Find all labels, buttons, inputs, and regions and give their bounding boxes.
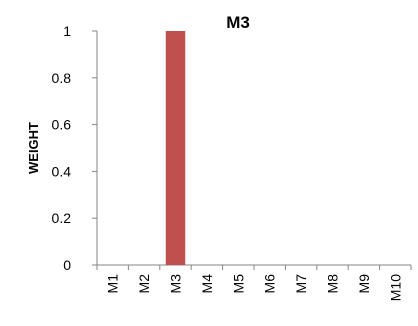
x-tick-label: M8 — [325, 274, 341, 294]
x-tick-label: M6 — [262, 274, 278, 294]
x-tick-label: M10 — [387, 274, 403, 301]
x-tick-label: M3 — [168, 274, 184, 294]
y-tick-label: 0 — [63, 257, 71, 273]
y-tick-label: 0.6 — [52, 117, 72, 133]
x-tick-label: M4 — [199, 274, 215, 294]
x-tick-label: M2 — [136, 274, 152, 294]
y-tick-label: 0.8 — [52, 70, 72, 86]
y-tick-label: 1 — [63, 23, 71, 39]
y-axis-label: WEIGHT — [26, 122, 41, 174]
y-tick-label: 0.4 — [52, 163, 72, 179]
plot-area: 0 0.2 0.4 0.6 0.8 1 M1 M2 M3 M4 M5 M6 M7 M8 M9 M10 — [52, 23, 412, 301]
y-tick-label: 0.2 — [52, 210, 72, 226]
x-tick-label: M9 — [356, 274, 372, 294]
x-tick-label: M1 — [105, 274, 121, 294]
x-tick-label: M5 — [230, 274, 246, 294]
chart-title: M3 — [226, 13, 250, 32]
bar-m3 — [165, 31, 186, 265]
x-tick-label: M7 — [293, 274, 309, 294]
